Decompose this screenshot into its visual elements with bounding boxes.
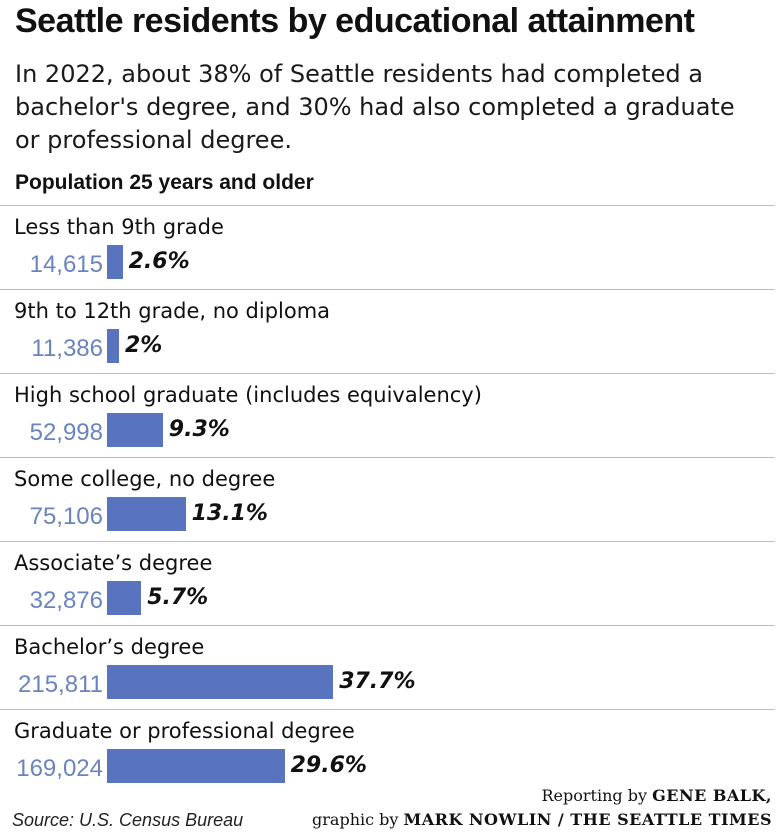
bar [107,581,142,615]
credit-reporter: GENE BALK, [652,786,772,805]
count-label: 75,106 [29,503,103,530]
count-label: 52,998 [29,419,103,446]
bar [107,749,285,783]
category-label: High school graduate (includes equivalen… [14,383,482,407]
bar [107,497,186,531]
credit-line-1: Reporting by GENE BALK, [312,784,772,808]
percent-label: 29.6% [290,753,367,778]
credit-graphic: MARK NOWLIN / THE SEATTLE TIMES [403,810,772,829]
category-label: Bachelor’s degree [14,635,205,659]
bar-row: Bachelor’s degree 215,811 37.7% [0,625,775,709]
percent-label: 9.3% [168,417,230,442]
row-divider [0,625,775,626]
bar [107,329,119,363]
bar-row: Some college, no degree 75,106 13.1% [0,457,775,541]
percent-label: 13.1% [191,501,268,526]
bar [107,665,334,699]
bar-row: Less than 9th grade 14,615 2.6% [0,205,775,289]
category-label: Some college, no degree [14,467,276,491]
category-label: Graduate or professional degree [14,719,355,743]
count-label: 169,024 [16,755,103,782]
population-label: Population 25 years and older [15,171,314,194]
category-label: Associate’s degree [14,551,213,575]
count-label: 14,615 [29,251,103,278]
percent-label: 37.7% [339,669,416,694]
credit-graphic-prefix: graphic by [312,810,404,829]
percent-label: 5.7% [147,585,209,610]
bar-row: 9th to 12th grade, no diploma 11,386 2% [0,289,775,373]
source-note: Source: U.S. Census Bureau [12,810,244,830]
bar-row: Graduate or professional degree 169,024 29… [0,709,775,793]
bar-row: High school graduate (includes equivalen… [0,373,775,457]
credit-line-2: graphic by MARK NOWLIN / THE SEATTLE TIM… [312,808,772,832]
bar [107,245,123,279]
count-label: 32,876 [29,587,103,614]
category-label: Less than 9th grade [14,215,224,239]
row-divider [0,709,775,710]
count-label: 11,386 [31,335,103,362]
count-label: 215,811 [18,671,103,698]
chart-title: Seattle residents by educational attainm… [15,2,695,40]
row-divider [0,205,775,206]
row-divider [0,457,775,458]
chart-subtitle: In 2022, about 38% of Seattle residents … [15,60,735,154]
percent-label: 2% [125,333,163,358]
credit-note: Reporting by GENE BALK, graphic by MARK … [312,784,772,832]
row-divider [0,373,775,374]
row-divider [0,289,775,290]
category-label: 9th to 12th grade, no diploma [14,299,331,323]
bar-row: Associate’s degree 32,876 5.7% [0,541,775,625]
percent-label: 2.6% [128,249,190,274]
row-divider [0,541,775,542]
bar [107,413,163,447]
credit-reporting-prefix: Reporting by [541,786,653,805]
